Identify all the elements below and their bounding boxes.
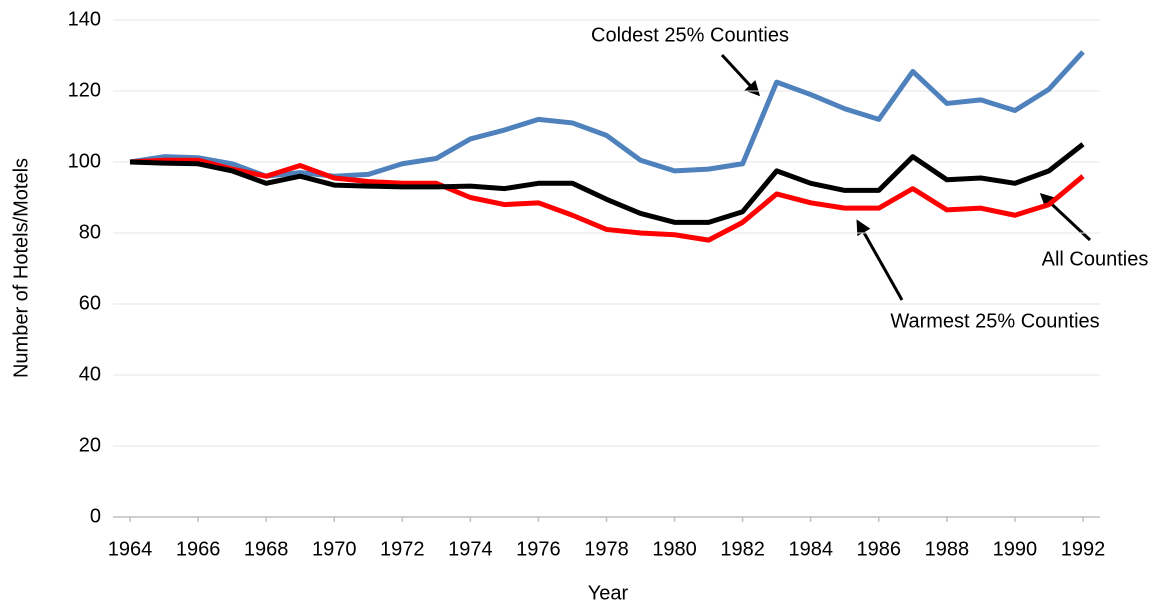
x-axis-title: Year: [588, 582, 629, 604]
y-tick-label: 40: [79, 363, 101, 385]
x-tick-label: 1976: [516, 538, 561, 560]
x-tick-label: 1990: [993, 538, 1038, 560]
x-tick-label: 1972: [380, 538, 425, 560]
x-tick-label: 1970: [312, 538, 357, 560]
x-tick-label: 1966: [176, 538, 221, 560]
x-tick-label: 1968: [244, 538, 289, 560]
x-tick-label: 1986: [857, 538, 902, 560]
x-tick-label: 1988: [925, 538, 970, 560]
x-tick-label: 1978: [584, 538, 629, 560]
x-tick-label: 1974: [448, 538, 493, 560]
x-tick-label: 1982: [720, 538, 765, 560]
series-annotation: Coldest 25% Counties: [591, 24, 789, 46]
x-tick-label: 1980: [652, 538, 697, 560]
annotation-arrow: [720, 53, 761, 97]
y-tick-label: 20: [79, 434, 101, 456]
y-tick-label: 0: [90, 505, 101, 527]
y-tick-label: 140: [68, 8, 101, 30]
y-tick-label: 60: [79, 292, 101, 314]
series-annotation: Warmest 25% Counties: [890, 310, 1099, 332]
y-tick-label: 120: [68, 79, 101, 101]
line-series: [129, 50, 1085, 179]
y-axis-title: Number of Hotels/Motels: [10, 158, 32, 378]
line-series: [129, 142, 1085, 225]
x-tick-label: 1984: [788, 538, 833, 560]
y-tick-label: 80: [79, 221, 101, 243]
y-tick-label: 100: [68, 150, 101, 172]
annotation-arrow: [856, 219, 904, 301]
x-tick-label: 1992: [1061, 538, 1106, 560]
line-series: [129, 157, 1085, 243]
series-annotation: All Counties: [1042, 248, 1149, 270]
x-tick-label: 1964: [108, 538, 153, 560]
